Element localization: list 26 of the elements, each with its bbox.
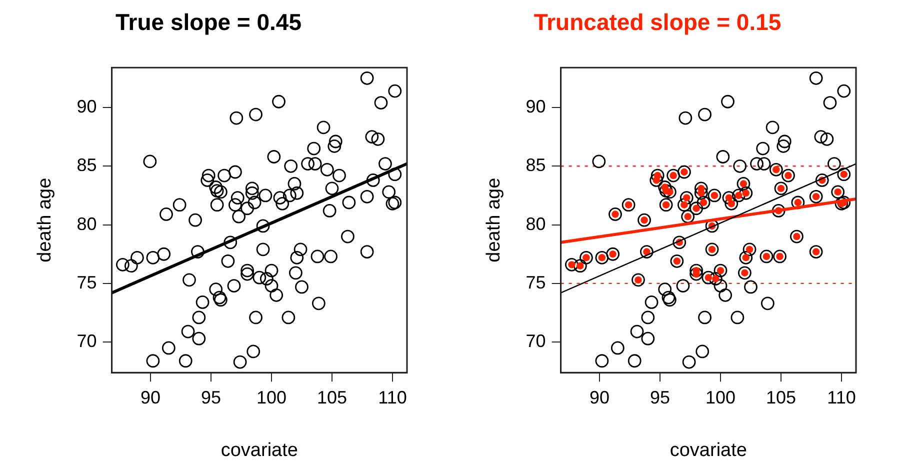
- x-tick-label: 100: [256, 387, 287, 408]
- y-tick-label: 85: [526, 155, 546, 176]
- y-tick-label: 90: [76, 96, 97, 116]
- x-tick-label: 105: [316, 387, 348, 408]
- x-axis-title: covariate: [220, 440, 298, 461]
- x-tick-label: 110: [827, 387, 856, 408]
- y-tick-label: 80: [526, 214, 546, 234]
- x-tick-label: 95: [201, 387, 222, 408]
- chart-title: Truncated slope = 0.15: [534, 9, 782, 36]
- y-tick-label: 90: [526, 96, 546, 116]
- y-axis-title: death age: [484, 178, 505, 262]
- chart-title: True slope = 0.45: [115, 9, 302, 36]
- y-tick-label: 75: [526, 272, 546, 292]
- x-axis-title: covariate: [670, 440, 747, 461]
- x-tick-label: 90: [590, 387, 610, 408]
- x-tick-label: 100: [705, 387, 736, 408]
- x-tick-label: 105: [766, 387, 796, 408]
- y-tick-label: 70: [76, 331, 97, 352]
- x-tick-label: 90: [140, 387, 161, 408]
- y-tick-label: 75: [76, 272, 97, 292]
- y-axis-title: death age: [34, 178, 56, 262]
- y-tick-label: 70: [526, 331, 546, 352]
- x-tick-label: 110: [378, 387, 407, 408]
- x-tick-label: 95: [650, 387, 670, 408]
- y-tick-label: 80: [76, 214, 97, 234]
- y-tick-label: 85: [76, 155, 97, 176]
